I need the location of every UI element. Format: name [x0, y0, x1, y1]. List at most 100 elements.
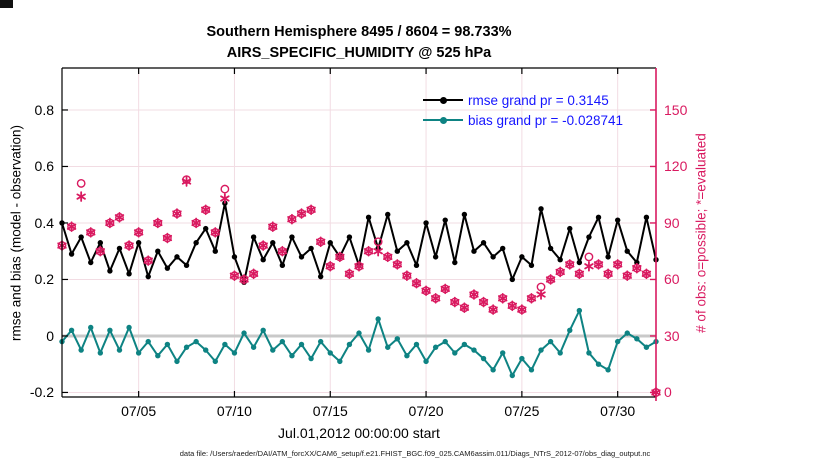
- bias-marker: [250, 344, 257, 350]
- obs-possible-marker: [105, 218, 115, 228]
- obs-possible-marker: [143, 256, 153, 266]
- obs-evaluated-marker: [210, 229, 221, 236]
- bias-marker: [576, 307, 583, 314]
- obs-evaluated-marker: [574, 270, 585, 277]
- rmse-marker: [509, 276, 515, 283]
- rmse-marker: [279, 262, 286, 269]
- bias-marker: [586, 350, 592, 356]
- obs-possible-marker: [517, 305, 527, 314]
- legend-label-bias: bias grand pr = -0.028741: [468, 112, 623, 128]
- obs-possible-marker: [201, 205, 211, 215]
- obs-possible-marker: [603, 269, 613, 279]
- rmse-marker: [145, 273, 151, 280]
- obs-possible-marker: [536, 282, 546, 292]
- obs-possible-marker: [268, 222, 278, 232]
- bias-marker: [547, 338, 554, 345]
- obs-possible-marker: [297, 209, 306, 218]
- obs-possible-marker: [115, 212, 124, 222]
- bias-marker: [538, 347, 544, 353]
- obs-evaluated-marker: [469, 291, 479, 298]
- obs-evaluated-marker: [268, 223, 278, 230]
- obs-evaluated-marker: [105, 219, 115, 227]
- rmse-marker: [193, 240, 199, 246]
- bias-marker: [442, 338, 448, 345]
- obs-possible-marker: [565, 259, 575, 269]
- left-axis-label: rmse and bias (model - observation): [8, 124, 24, 342]
- rmse-marker: [547, 245, 554, 252]
- bias-marker: [375, 316, 381, 322]
- bias-marker: [461, 341, 468, 348]
- rmse-marker: [174, 254, 180, 260]
- corner-artifact: [0, 0, 13, 8]
- bias-marker: [126, 324, 132, 331]
- legend-line-marker-bias: [423, 110, 463, 130]
- rmse-marker: [471, 248, 477, 254]
- rmse-marker: [317, 273, 324, 280]
- bias-marker: [327, 350, 333, 356]
- obs-possible-marker: [335, 252, 345, 262]
- obs-evaluated-marker: [632, 265, 642, 272]
- rmse-marker: [500, 245, 506, 252]
- bias-marker: [164, 341, 171, 348]
- bias-marker: [432, 344, 439, 350]
- obs-possible-marker: [383, 252, 393, 262]
- obs-possible-marker: [412, 278, 421, 288]
- obs-evaluated-marker: [593, 261, 604, 268]
- bias-marker: [308, 355, 314, 362]
- obs-possible-marker: [431, 293, 441, 303]
- rmse-marker: [567, 225, 573, 232]
- obs-possible-marker: [316, 237, 326, 247]
- bias-marker: [423, 358, 429, 365]
- rmse-marker: [212, 248, 218, 254]
- obs-evaluated-marker: [229, 272, 240, 279]
- obs-possible-marker: [622, 271, 632, 281]
- obs-possible-marker: [172, 209, 182, 218]
- obs-evaluated-marker: [344, 270, 355, 277]
- rmse-marker: [538, 206, 544, 212]
- obs-possible-marker: [488, 305, 498, 314]
- obs-evaluated-marker: [536, 291, 546, 298]
- obs-evaluated-marker: [507, 302, 518, 309]
- bias-marker: [279, 338, 286, 345]
- obs-evaluated-marker: [402, 272, 412, 279]
- obs-evaluated-marker: [220, 195, 230, 202]
- rmse-marker: [183, 262, 190, 269]
- bias-marker: [241, 330, 247, 336]
- rmse-marker: [394, 248, 401, 254]
- bias-marker: [490, 367, 496, 373]
- obs-possible-marker: [306, 205, 316, 215]
- rmse-marker: [586, 234, 592, 240]
- legend-label-rmse: rmse grand pr = 0.3145: [468, 92, 609, 108]
- obs-possible-marker: [153, 218, 163, 228]
- bias-marker: [231, 350, 238, 356]
- obs-evaluated-marker: [411, 280, 422, 287]
- obs-evaluated-marker: [584, 263, 594, 270]
- obs-evaluated-marker: [143, 257, 153, 264]
- rmse-marker: [624, 248, 630, 254]
- rmse-marker: [135, 240, 142, 246]
- rmse-marker: [519, 254, 525, 260]
- rmse-marker: [289, 234, 295, 240]
- rmse-marker: [576, 259, 583, 266]
- obs-evaluated-marker: [306, 206, 316, 213]
- obs-evaluated-marker: [526, 295, 537, 302]
- obs-possible-marker: [450, 297, 460, 307]
- bias-marker: [135, 350, 142, 356]
- rmse-marker: [614, 217, 621, 223]
- rmse-marker: [88, 259, 94, 266]
- bias-marker: [471, 347, 477, 353]
- obs-possible-marker: [584, 252, 594, 262]
- bias-marker: [480, 355, 487, 362]
- chart-title-line1: Southern Hemisphere 8495 / 8604 = 98.733…: [206, 24, 512, 40]
- bias-marker: [557, 350, 563, 356]
- obs-possible-marker: [594, 259, 603, 269]
- rmse-marker: [490, 254, 496, 260]
- obs-evaluated-marker: [440, 285, 450, 292]
- obs-possible-marker: [632, 263, 642, 273]
- obs-evaluated-marker: [517, 306, 527, 313]
- bias-marker: [528, 367, 535, 373]
- obs-possible-marker: [249, 269, 259, 279]
- rmse-marker: [164, 265, 171, 271]
- obs-possible-marker: [134, 227, 144, 237]
- obs-evaluated-marker: [172, 210, 182, 217]
